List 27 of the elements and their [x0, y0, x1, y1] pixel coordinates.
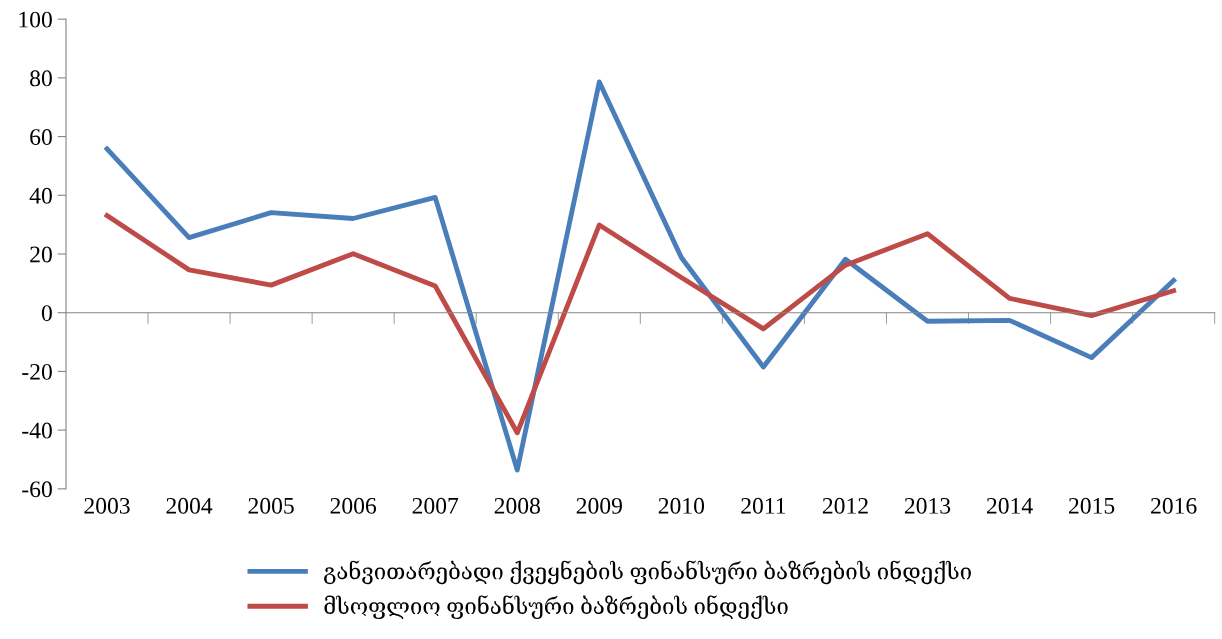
x-tick-label: 2013 [904, 497, 951, 514]
x-tick-label: 2007 [412, 497, 459, 514]
x-tick-label: 2016 [1151, 497, 1197, 514]
x-tick-label: 2008 [494, 497, 540, 514]
x-tick-label: 2009 [576, 497, 622, 514]
y-tick-label: 40 [29, 187, 52, 204]
y-tick-label: -40 [22, 422, 52, 439]
line-series [104, 79, 1177, 473]
x-tick-label: 2011 [741, 497, 786, 514]
y-tick-label: 20 [30, 246, 52, 263]
y-tick-label: 0 [41, 305, 52, 322]
x-tick-label: 2005 [248, 497, 294, 514]
x-tick-label: 2004 [166, 497, 213, 514]
y-tick-label: 100 [19, 11, 52, 28]
x-tick-label: 2003 [84, 497, 130, 514]
y-tick-label: 80 [30, 70, 52, 87]
line-series [104, 213, 1177, 436]
y-tick-label: -20 [22, 363, 52, 380]
x-tick-label: 2010 [658, 497, 705, 514]
legend-label: განვითარებადი ქვეყნების ფინანსური ბაზრების ინდექსი [324, 560, 971, 585]
y-tick-label: -60 [22, 481, 52, 498]
x-tick-label: 2014 [986, 497, 1033, 514]
y-tick-label: 60 [30, 129, 52, 146]
x-tick-label: 2015 [1069, 497, 1115, 514]
x-tick-label: 2006 [330, 497, 377, 514]
legend-label: მსოფლიო ფინანსური ბაზრების ინდექსი [324, 595, 788, 619]
x-tick-label: 2012 [822, 497, 868, 514]
